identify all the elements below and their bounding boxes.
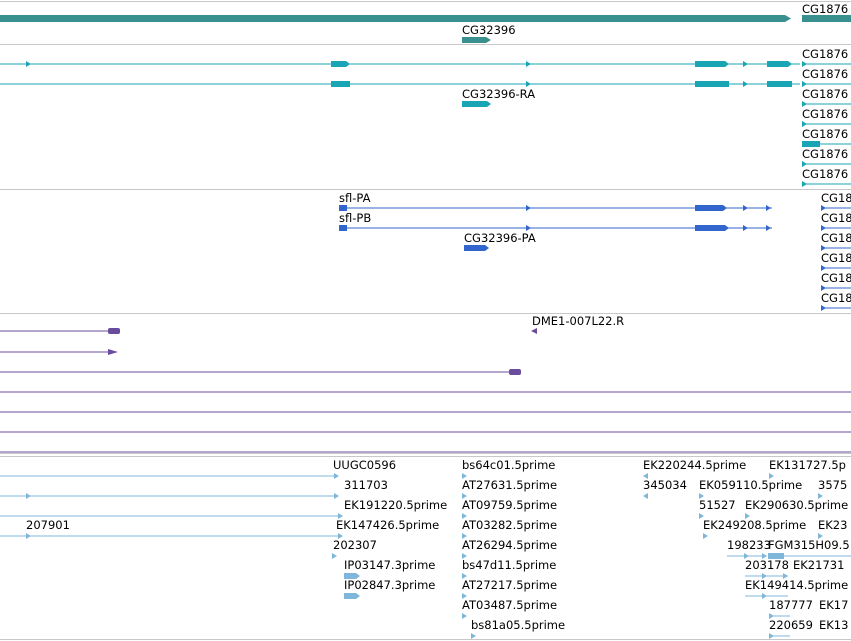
- exon[interactable]: [331, 61, 346, 67]
- est-label: bs64c01.5prime: [462, 458, 555, 472]
- est-label: bs47d11.5prime: [462, 558, 556, 572]
- cds[interactable]: [339, 225, 347, 231]
- est-label: EK131727.5p: [769, 458, 846, 472]
- exon[interactable]: [695, 61, 725, 67]
- est-label: EK220244.5prime: [643, 458, 746, 472]
- est-feature[interactable]: [768, 553, 784, 559]
- protein-label: CG32396-PA: [464, 231, 536, 245]
- alignment-block[interactable]: [108, 349, 118, 355]
- est-label: 51527: [699, 498, 736, 512]
- est-feature[interactable]: [344, 593, 356, 599]
- protein-track: sfl-PA sfl-PB CG32396-PA CG18 CG18 CG18 …: [339, 191, 851, 311]
- gene-feature-arrow: [785, 15, 791, 22]
- exon[interactable]: [331, 81, 350, 87]
- alignment-label: DME1-007L22.R: [532, 314, 624, 328]
- est-label: 203178: [745, 558, 789, 572]
- est-label: 198233: [727, 538, 771, 552]
- est-label: IP03147.3prime: [344, 558, 435, 572]
- exon[interactable]: [767, 81, 792, 87]
- est-label: EK21731: [793, 558, 844, 572]
- est-label: EK17: [819, 598, 848, 612]
- alignment-block[interactable]: [509, 369, 521, 375]
- est-label: EK191220.5prime: [344, 498, 447, 512]
- cds[interactable]: [695, 205, 723, 211]
- protein-label: sfl-PB: [339, 211, 371, 225]
- protein-label: CG18: [821, 271, 851, 285]
- alignment-block[interactable]: [108, 328, 120, 334]
- transcript-track: CG32396-RA CG1876 CG1876 CG1876 CG1876 C…: [0, 47, 851, 187]
- protein-label: CG18: [821, 191, 851, 205]
- protein-label: CG18: [821, 231, 851, 245]
- transcript-label: CG1876: [802, 47, 848, 61]
- transcript-label: CG32396-RA: [462, 87, 535, 101]
- est-label: AT27217.5prime: [462, 578, 557, 592]
- est-label: 187777: [769, 598, 813, 612]
- exon[interactable]: [767, 61, 788, 67]
- alignment-track: DME1-007L22.R: [0, 314, 851, 453]
- est-label: AT03487.5prime: [462, 598, 557, 612]
- transcript-label: CG1876: [802, 67, 848, 81]
- exon[interactable]: [695, 81, 729, 87]
- gene-feature-arrow: [486, 37, 491, 43]
- exon[interactable]: [462, 101, 487, 107]
- protein-label: CG18: [821, 251, 851, 265]
- transcript-label: CG1876: [802, 147, 848, 161]
- gene-label: CG1876: [802, 2, 848, 16]
- cds[interactable]: [339, 205, 347, 211]
- est-label: 345034: [643, 478, 687, 492]
- est-label: AT27631.5prime: [462, 478, 557, 492]
- est-label: IP02847.3prime: [344, 578, 435, 592]
- gene-span-track: CG1876 CG32396: [0, 2, 851, 43]
- gene-feature[interactable]: [0, 15, 785, 22]
- cds[interactable]: [695, 225, 725, 231]
- transcript-label: CG1876: [802, 107, 848, 121]
- alignment-block[interactable]: [531, 328, 537, 334]
- est-label: UUGC0596: [333, 458, 396, 472]
- est-label: 207901: [26, 518, 70, 532]
- est-label: 202307: [333, 538, 377, 552]
- est-label: AT26294.5prime: [462, 538, 557, 552]
- est-label: EK147426.5prime: [336, 518, 439, 532]
- est-label: EK059110.5prime: [699, 478, 802, 492]
- transcript-label: CG1876: [802, 87, 848, 101]
- est-feature[interactable]: [344, 573, 356, 579]
- est-label: 3575: [818, 478, 847, 492]
- est-label: EK23: [818, 518, 847, 532]
- gene-label: CG32396: [462, 23, 516, 37]
- transcript-label: CG1876: [802, 167, 848, 181]
- est-label: FGM315H09.5: [768, 538, 850, 552]
- est-label: 220659: [769, 618, 813, 632]
- est-track: 207901 UUGC0596 311703 EK191220.5prime E…: [0, 458, 851, 639]
- gene-feature[interactable]: [802, 15, 851, 22]
- protein-label: CG18: [821, 291, 851, 305]
- est-label: 311703: [344, 478, 388, 492]
- est-label: EK249208.5prime: [703, 518, 806, 532]
- est-label: EK149414.5prime: [745, 578, 848, 592]
- est-label: bs81a05.5prime: [471, 618, 565, 632]
- est-label: EK13: [819, 618, 848, 632]
- protein-label: CG18: [821, 211, 851, 225]
- est-label: AT09759.5prime: [462, 498, 557, 512]
- est-label: AT03282.5prime: [462, 518, 557, 532]
- gene-feature[interactable]: [462, 37, 486, 43]
- transcript-label: CG1876: [802, 127, 848, 141]
- est-label: EK290630.5prime: [745, 498, 848, 512]
- cds[interactable]: [464, 245, 485, 251]
- protein-label: sfl-PA: [339, 191, 371, 205]
